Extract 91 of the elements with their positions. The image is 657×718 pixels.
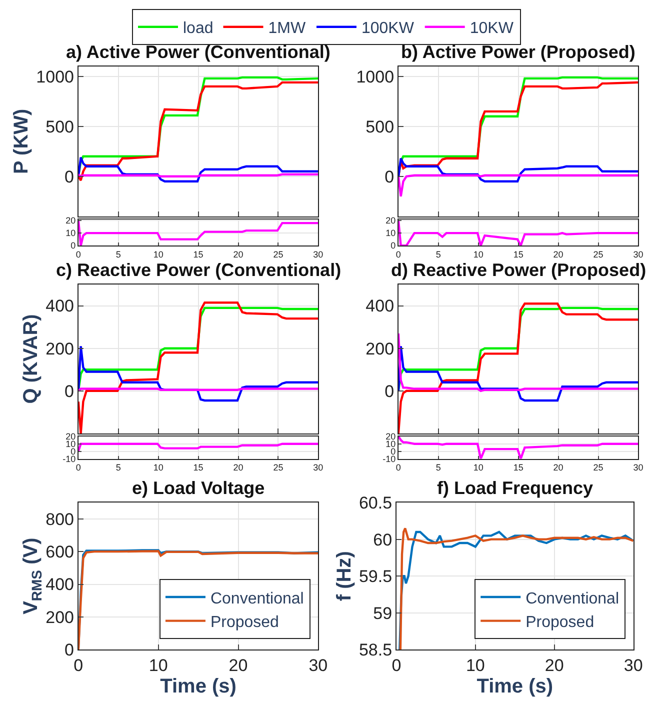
y-tick-label: 1000 — [36, 67, 74, 86]
x-tick-label: 25 — [273, 462, 284, 473]
y-tick-label: 200 — [46, 608, 74, 627]
x-tick-label: 10 — [466, 656, 485, 675]
y-tick-label: 0 — [390, 446, 396, 456]
x-tick-label: 20 — [233, 249, 244, 260]
y-tick-label: 500 — [366, 117, 394, 136]
line-series — [398, 332, 638, 392]
y-tick-label: 0 — [70, 240, 76, 251]
x-tick-label: 15 — [193, 462, 204, 473]
x-tick-label: 10 — [148, 656, 168, 675]
legend-label: 1MW — [268, 20, 306, 38]
x-tick-label: 20 — [553, 462, 564, 473]
x-tick-label: 10 — [473, 462, 484, 473]
x-tick-label: 20 — [228, 656, 248, 675]
y-tick-label: 200 — [366, 339, 394, 358]
legend-label: 100KW — [361, 20, 415, 38]
legend-label: Conventional — [526, 590, 620, 608]
x-tick-label: 30 — [633, 462, 644, 473]
line-series — [398, 306, 638, 392]
x-tick-label: 30 — [313, 249, 324, 260]
y-tick-label: 0 — [64, 382, 74, 401]
y-tick-label: 600 — [46, 542, 74, 562]
x-tick-label: 10 — [153, 462, 164, 473]
y-tick-label: -10 — [382, 454, 396, 464]
y-tick-label: 59.5 — [358, 567, 392, 586]
y-tick-label: 0 — [64, 167, 74, 186]
x-tick-label: 5 — [436, 462, 441, 473]
y-tick-label: 20 — [66, 216, 76, 226]
line-series — [398, 345, 638, 402]
legend-label: load — [183, 20, 214, 38]
line-series — [398, 302, 638, 434]
x-tick-label: 25 — [593, 462, 604, 473]
y-tick-label: 400 — [46, 296, 74, 316]
x-tick-label: 10 — [153, 249, 164, 260]
y-tick-label: 0 — [384, 167, 394, 186]
legend-label: Proposed — [210, 614, 279, 632]
y-axis-title: Q (KVAR) — [20, 314, 42, 404]
x-tick-label: 20 — [553, 249, 564, 260]
x-tick-label: 30 — [633, 249, 644, 260]
x-tick-label: 5 — [116, 249, 121, 260]
y-tick-label: 400 — [46, 575, 74, 594]
legend-label: Conventional — [210, 590, 304, 608]
y-tick-label: 500 — [46, 117, 74, 136]
y-tick-label: 0 — [64, 640, 74, 660]
x-tick-label: 20 — [544, 656, 564, 675]
y-tick-label: 58.5 — [358, 640, 392, 660]
legend-label: 10KW — [470, 20, 514, 38]
y-tick-label: 400 — [366, 296, 394, 316]
x-tick-label: 10 — [473, 249, 484, 260]
x-tick-label: 25 — [593, 249, 604, 260]
line-series — [78, 302, 318, 434]
x-tick-label: 30 — [308, 656, 328, 675]
y-tick-label: 10 — [66, 228, 76, 238]
legend-label: Proposed — [526, 614, 594, 632]
y-tick-label: 200 — [46, 339, 74, 358]
line-series — [398, 174, 638, 198]
x-tick-label: 30 — [624, 656, 643, 675]
y-axis-title: f (Hz) — [333, 551, 356, 602]
y-tick-label: 10 — [386, 228, 396, 238]
x-tick-label: 20 — [233, 462, 244, 473]
x-tick-label: 15 — [513, 462, 524, 473]
x-tick-label: 30 — [313, 462, 324, 473]
x-tick-label: 5 — [116, 462, 121, 473]
x-tick-label: 15 — [193, 249, 204, 260]
y-tick-label: 60 — [373, 530, 392, 550]
x-axis-title: Time (s) — [476, 675, 554, 698]
x-axis-title: Time (s) — [160, 675, 236, 698]
y-axis-title: P (KW) — [10, 108, 33, 174]
line-series — [78, 345, 318, 402]
x-tick-label: 25 — [273, 249, 284, 260]
y-tick-label: 20 — [386, 216, 396, 226]
chart-title: e) Load Voltage — [132, 478, 265, 498]
x-tick-label: 15 — [513, 249, 524, 260]
chart-title: d) Reactive Power (Proposed) — [391, 260, 646, 280]
chart-title: f) Load Frequency — [437, 478, 594, 498]
chart-title: c) Reactive Power (Conventional) — [56, 260, 342, 280]
line-series — [398, 157, 638, 182]
chart-title: b) Active Power (Proposed) — [401, 42, 636, 62]
y-tick-label: 800 — [46, 510, 74, 529]
chart-title: a) Active Power (Conventional) — [66, 42, 330, 62]
line-series — [78, 156, 318, 182]
y-tick-label: 59 — [373, 604, 392, 623]
y-tick-label: -10 — [62, 454, 76, 464]
y-tick-label: 0 — [390, 240, 396, 251]
y-tick-label: 1000 — [356, 67, 394, 86]
y-tick-label: 60.5 — [358, 494, 392, 513]
y-tick-label: 0 — [384, 382, 394, 401]
y-tick-label: 0 — [70, 446, 76, 456]
line-series — [78, 442, 318, 452]
x-tick-label: 5 — [436, 249, 441, 260]
